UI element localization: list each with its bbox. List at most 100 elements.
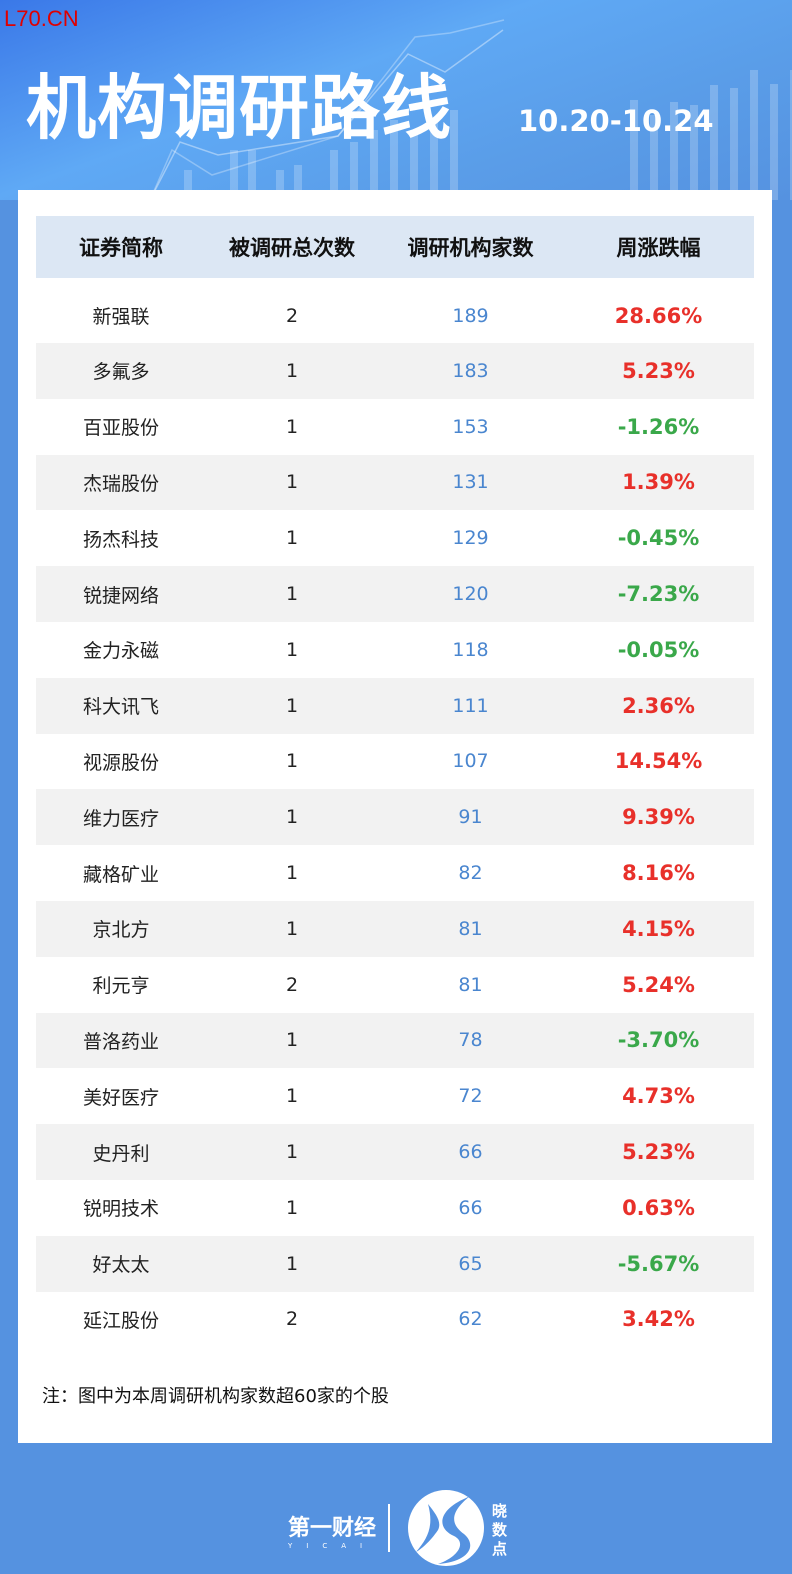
brand-name: 第一财经 bbox=[288, 1516, 377, 1541]
institution-count: 65 bbox=[378, 1235, 563, 1292]
page-title: 机构调研路线 bbox=[26, 67, 452, 149]
weekly-change: 2.36% bbox=[563, 677, 754, 734]
column-header: 证券简称 bbox=[36, 216, 206, 278]
stock-name: 金力永磁 bbox=[82, 640, 159, 663]
table-row: 藏格矿业 1 82 8.16% bbox=[36, 845, 754, 901]
survey-count: 1 bbox=[285, 750, 299, 773]
table-row: 京北方 1 81 4.15% bbox=[36, 900, 754, 957]
weekly-change: -1.26% bbox=[617, 414, 700, 439]
hero-banner: L70.CN 机构调研路线 10.20-10.24 bbox=[0, 0, 792, 200]
weekly-change: -7.23% bbox=[563, 566, 754, 622]
stock-name: 普洛药业 bbox=[36, 1012, 206, 1069]
weekly-change: 1.39% bbox=[563, 454, 754, 511]
table-row: 科大讯飞 1 111 2.36% bbox=[36, 677, 754, 734]
survey-count: 1 bbox=[285, 1196, 299, 1219]
date-range: 10.20-10.24 bbox=[518, 104, 714, 138]
stock-name: 利元亨 bbox=[92, 975, 150, 998]
weekly-change: -3.70% bbox=[563, 1012, 754, 1069]
table-row: 美好医疗 1 72 4.73% bbox=[36, 1068, 754, 1124]
research-table: 证券简称 被调研总次数 调研机构家数 周涨跌幅 新强联 2 189 28.66% 多氟多… bbox=[36, 216, 754, 1347]
survey-count: 1 bbox=[206, 566, 378, 622]
column-header: 调研机构家数 bbox=[378, 216, 563, 278]
institution-count: 183 bbox=[378, 343, 563, 399]
column-header: 周涨跌幅 bbox=[563, 216, 754, 278]
survey-count: 1 bbox=[206, 789, 378, 846]
institution-count: 62 bbox=[458, 1308, 483, 1331]
institution-count: 107 bbox=[452, 750, 489, 773]
institution-count: 153 bbox=[452, 415, 489, 438]
institution-count: 81 bbox=[458, 973, 483, 996]
stock-name: 锐明技术 bbox=[82, 1198, 159, 1221]
survey-count: 1 bbox=[285, 862, 299, 885]
weekly-change: 14.54% bbox=[614, 749, 703, 774]
table-card: 证券简称 被调研总次数 调研机构家数 周涨跌幅 新强联 2 189 28.66% 多氟多… bbox=[18, 190, 772, 1443]
survey-count: 1 bbox=[206, 900, 378, 957]
weekly-change: -5.67% bbox=[563, 1235, 754, 1292]
watermark: L70.CN bbox=[4, 6, 79, 31]
table-row: 利元亨 2 81 5.24% bbox=[36, 957, 754, 1013]
institution-count: 111 bbox=[378, 677, 563, 734]
table-header: 证券简称 被调研总次数 调研机构家数 周涨跌幅 bbox=[36, 216, 754, 278]
table-row: 好太太 1 65 -5.67% bbox=[36, 1235, 754, 1292]
survey-count: 1 bbox=[206, 1124, 378, 1180]
stock-name: 科大讯飞 bbox=[36, 677, 206, 734]
survey-count: 1 bbox=[206, 677, 378, 734]
xiaoshudian-logo-icon bbox=[408, 1490, 484, 1566]
survey-count: 2 bbox=[285, 304, 299, 327]
survey-count: 1 bbox=[285, 527, 299, 550]
stock-name: 百亚股份 bbox=[82, 417, 159, 440]
footnote: 注：图中为本周调研机构家数超60家的个股 bbox=[42, 1386, 389, 1407]
survey-count: 1 bbox=[206, 1012, 378, 1069]
chart-decoration-icon bbox=[149, 19, 792, 200]
institution-count: 120 bbox=[378, 566, 563, 622]
survey-count: 1 bbox=[206, 454, 378, 511]
survey-count: 1 bbox=[285, 638, 299, 661]
institution-count: 81 bbox=[378, 900, 563, 957]
weekly-change: 4.73% bbox=[622, 1084, 695, 1109]
weekly-change: 0.63% bbox=[622, 1195, 695, 1220]
institution-count: 91 bbox=[378, 789, 563, 846]
stock-name: 维力医疗 bbox=[36, 789, 206, 846]
weekly-change: 5.23% bbox=[563, 1124, 754, 1180]
survey-count: 2 bbox=[285, 1308, 299, 1331]
stock-name: 京北方 bbox=[36, 900, 206, 957]
weekly-change: -0.45% bbox=[617, 526, 700, 551]
institution-count: 78 bbox=[378, 1012, 563, 1069]
brand-sub: YICAI bbox=[288, 1542, 377, 1550]
survey-count: 1 bbox=[285, 415, 299, 438]
weekly-change: 4.15% bbox=[563, 900, 754, 957]
institution-count: 118 bbox=[452, 638, 489, 661]
table-row: 百亚股份 1 153 -1.26% bbox=[36, 399, 754, 455]
footer: 第一财经 YICAI 晓数点 bbox=[0, 1460, 792, 1570]
institution-count: 82 bbox=[458, 862, 483, 885]
stock-name: 藏格矿业 bbox=[82, 863, 159, 886]
stock-name: 扬杰科技 bbox=[82, 528, 159, 551]
weekly-change: 9.39% bbox=[563, 789, 754, 846]
institution-count: 189 bbox=[452, 304, 489, 327]
weekly-change: 8.16% bbox=[622, 861, 695, 886]
table-row: 普洛药业 1 78 -3.70% bbox=[36, 1012, 754, 1069]
table-row: 多氟多 1 183 5.23% bbox=[36, 343, 754, 399]
divider bbox=[388, 1504, 390, 1552]
institution-count: 66 bbox=[378, 1124, 563, 1180]
institution-count: 72 bbox=[458, 1085, 483, 1108]
table-row: 维力医疗 1 91 9.39% bbox=[36, 789, 754, 846]
brand2-name: 晓数点 bbox=[492, 1502, 508, 1558]
institution-count: 129 bbox=[452, 527, 489, 550]
stock-name: 延江股份 bbox=[82, 1309, 159, 1332]
stock-name: 美好医疗 bbox=[82, 1086, 159, 1109]
table-row: 杰瑞股份 1 131 1.39% bbox=[36, 454, 754, 511]
weekly-change: 3.42% bbox=[622, 1307, 695, 1332]
weekly-change: 5.23% bbox=[563, 343, 754, 399]
survey-count: 1 bbox=[206, 1235, 378, 1292]
stock-name: 杰瑞股份 bbox=[36, 454, 206, 511]
yicai-logo: 第一财经 YICAI bbox=[288, 1510, 376, 1550]
survey-count: 1 bbox=[206, 343, 378, 399]
table-row: 视源股份 1 107 14.54% bbox=[36, 734, 754, 790]
weekly-change: 5.24% bbox=[622, 972, 695, 997]
stock-name: 史丹利 bbox=[36, 1124, 206, 1180]
institution-count: 131 bbox=[378, 454, 563, 511]
table-row: 金力永磁 1 118 -0.05% bbox=[36, 622, 754, 678]
stock-name: 锐捷网络 bbox=[36, 566, 206, 622]
stock-name: 新强联 bbox=[92, 306, 150, 328]
